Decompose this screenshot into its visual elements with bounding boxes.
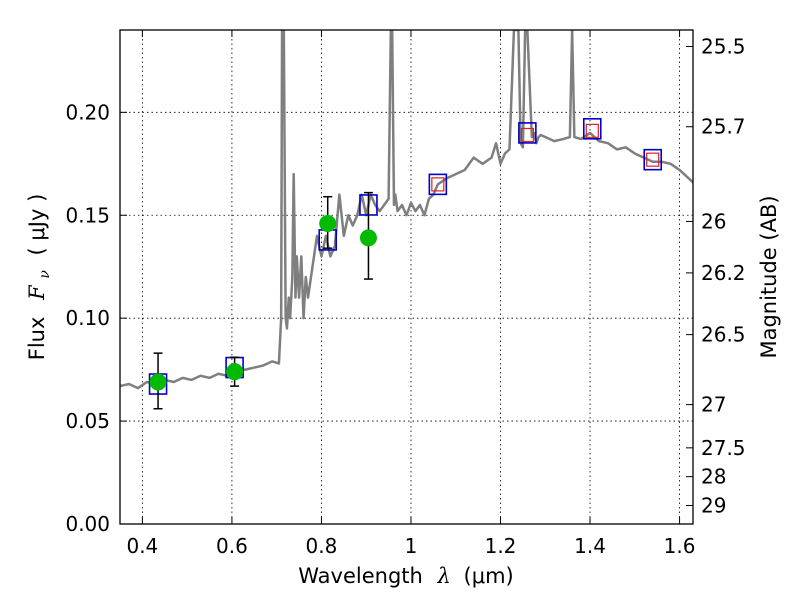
y2-axis-label: Magnitude (AB) [757, 195, 781, 358]
red-square-marker [520, 127, 534, 143]
x-tick-label: 0.8 [306, 534, 338, 558]
mag-tick-label: 27 [701, 393, 726, 417]
x-axis-label: Wavelength λ (μm) [298, 564, 513, 588]
green-data-point [149, 373, 167, 391]
green-data-point [226, 363, 244, 381]
blue-square-marker [518, 122, 537, 144]
x-tick-label: 1.6 [664, 534, 696, 558]
x-tick-label: 0.6 [216, 534, 248, 558]
blue-square-marker [643, 148, 663, 171]
y-axis-label: Flux F ν ( μJy ) [25, 194, 54, 361]
mag-tick-label: 25.5 [701, 34, 746, 58]
y-tick-label: 0.05 [65, 409, 110, 433]
plot-frame [119, 29, 694, 525]
red-square-marker [431, 177, 445, 192]
green-data-point [319, 214, 337, 232]
blue-square-marker [428, 173, 448, 196]
red-square-marker [646, 152, 660, 167]
mag-tick-label: 27.5 [701, 436, 746, 460]
y-tick-label: 0.20 [65, 100, 110, 124]
mag-tick-label: 26.2 [701, 261, 746, 285]
blue-square-marker [582, 118, 602, 140]
y-tick-label: 0.00 [65, 512, 110, 536]
x-tick-label: 0.4 [126, 534, 158, 558]
mag-tick-label: 29 [701, 493, 726, 517]
grid [120, 30, 693, 525]
plot-content [120, 30, 693, 390]
mag-tick-label: 26 [701, 209, 726, 233]
green-data-point [359, 229, 377, 247]
model-sed-line [120, 30, 693, 390]
ticks: 0.4 0.6 0.8 1 1.2 1.4 1.6 0.00 0.05 0.10 0.15 0.20 2… [65, 30, 746, 558]
mag-tick-label: 26.5 [701, 323, 746, 347]
mag-tick-label: 28 [701, 465, 726, 489]
x-tick-label: 1 [405, 534, 418, 558]
x-tick-label: 1.2 [485, 534, 517, 558]
red-square-marker [585, 123, 599, 138]
y-tick-label: 0.15 [65, 203, 110, 227]
plot-area [120, 30, 693, 524]
markers [148, 118, 663, 410]
mag-tick-label: 25.7 [701, 115, 746, 139]
y-tick-label: 0.10 [65, 306, 110, 330]
x-tick-label: 1.4 [574, 534, 606, 558]
